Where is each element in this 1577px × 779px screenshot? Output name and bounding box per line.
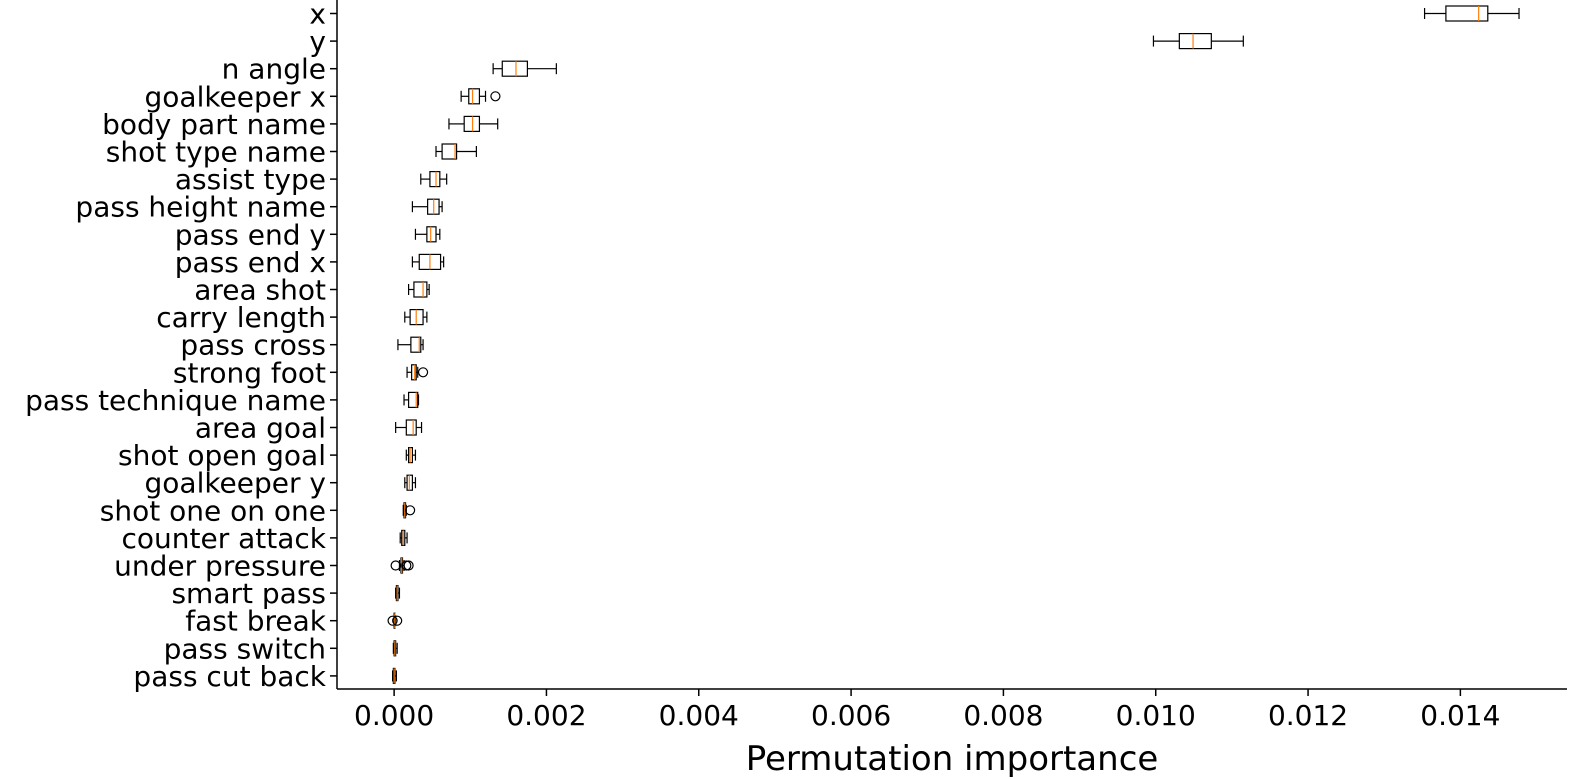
x-tick-label: 0.008 <box>963 699 1043 732</box>
y-tick-label: pass cut back <box>133 660 326 693</box>
box-iqr <box>411 364 417 381</box>
y-tick-label: pass end x <box>175 246 326 279</box>
y-tick-label: shot open goal <box>118 439 326 472</box>
x-tick-label: 0.010 <box>1116 699 1196 732</box>
y-tick-label: smart pass <box>171 577 326 610</box>
outlier-point <box>387 615 398 626</box>
box-iqr <box>426 226 437 243</box>
y-tick-label: counter attack <box>121 522 326 555</box>
outlier-point <box>405 505 416 516</box>
box-iqr <box>1445 5 1489 22</box>
outlier-point <box>490 91 501 102</box>
y-tick-label: body part name <box>102 108 326 141</box>
x-tick-label: 0.002 <box>506 699 586 732</box>
y-tick-label: under pressure <box>114 550 326 583</box>
outlier-point <box>417 367 429 378</box>
box-iqr <box>410 336 422 353</box>
box-iqr <box>405 419 417 436</box>
x-tick-label: 0.000 <box>354 699 434 732</box>
y-tick-label: carry length <box>156 301 326 334</box>
y-tick-label: assist type <box>175 163 326 196</box>
outlier-point <box>390 560 401 571</box>
y-tick-label: area shot <box>194 274 326 307</box>
y-tick-label: y <box>309 25 326 58</box>
y-tick-label: n angle <box>222 53 326 86</box>
y-tick-label: pass height name <box>75 191 326 224</box>
box-iqr <box>413 281 428 298</box>
box-iqr <box>407 391 419 408</box>
y-tick-label: pass end y <box>175 218 326 251</box>
y-tick-label: goalkeeper y <box>145 467 327 500</box>
plot-area: 0.000 0.002 0.004 0.006 0.008 0.010 0.012 0.014… <box>25 0 1567 732</box>
outlier-point <box>392 615 403 626</box>
outlier-point <box>403 560 414 571</box>
x-tick-label: 0.014 <box>1420 699 1500 732</box>
y-tick-label: pass switch <box>164 632 326 665</box>
y-tick-label: pass cross <box>180 329 326 362</box>
y-tick-label: pass technique name <box>25 384 326 417</box>
box-iqr <box>441 143 458 160</box>
x-tick-label: 0.004 <box>659 699 739 732</box>
y-tick-label: fast break <box>185 605 327 638</box>
box-iqr <box>429 171 441 188</box>
y-tick-label: shot one on one <box>100 494 326 527</box>
y-tick-label: goalkeeper x <box>145 80 327 113</box>
box-iqr <box>501 60 529 77</box>
y-tick-label: area goal <box>195 412 326 445</box>
x-tick-label: 0.006 <box>811 699 891 732</box>
y-tick-label: x <box>309 0 326 31</box>
box-iqr <box>1178 32 1212 50</box>
x-tick-label: 0.012 <box>1268 699 1348 732</box>
box-iqr <box>468 88 481 105</box>
y-tick-label: shot type name <box>106 136 326 169</box>
x-axis-title: Permutation importance <box>746 739 1159 779</box>
y-tick-label: strong foot <box>173 356 326 389</box>
box-iqr <box>463 115 481 133</box>
